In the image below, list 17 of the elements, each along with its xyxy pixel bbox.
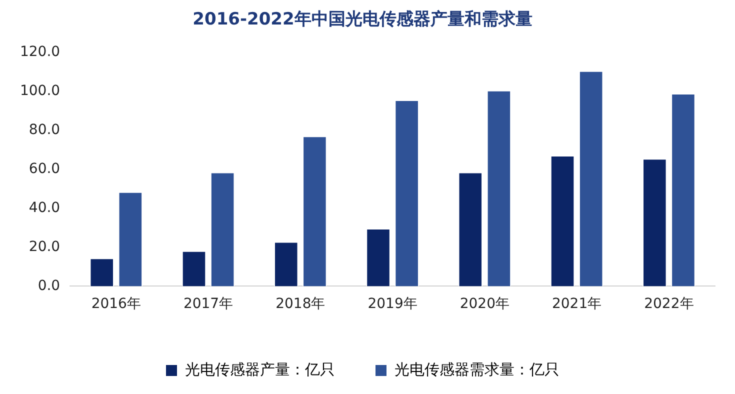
legend-label: 光电传感器需求量：亿只 xyxy=(394,360,560,378)
x-tick-label: 2017年 xyxy=(183,296,234,312)
chart-title: 2016-2022年中国光电传感器产量和需求量 xyxy=(192,10,532,30)
y-tick-label: 40.0 xyxy=(28,200,60,216)
y-tick-label: 20.0 xyxy=(28,238,60,255)
y-tick-label: 120.0 xyxy=(20,44,60,60)
x-tick-label: 2016年 xyxy=(91,296,141,312)
x-tick-label: 2022年 xyxy=(644,296,694,312)
x-tick-label: 2021年 xyxy=(552,296,602,312)
x-tick-label: 2019年 xyxy=(368,296,418,312)
y-tick-label: 100.0 xyxy=(20,83,60,100)
x-tick-label: 2020年 xyxy=(460,296,510,312)
x-tick-label: 2018年 xyxy=(276,296,326,312)
y-tick-label: 80.0 xyxy=(28,122,60,138)
y-tick-label: 0.0 xyxy=(38,278,60,294)
legend-label: 光电传感器产量：亿只 xyxy=(185,360,335,378)
y-tick-label: 60.0 xyxy=(28,160,60,177)
